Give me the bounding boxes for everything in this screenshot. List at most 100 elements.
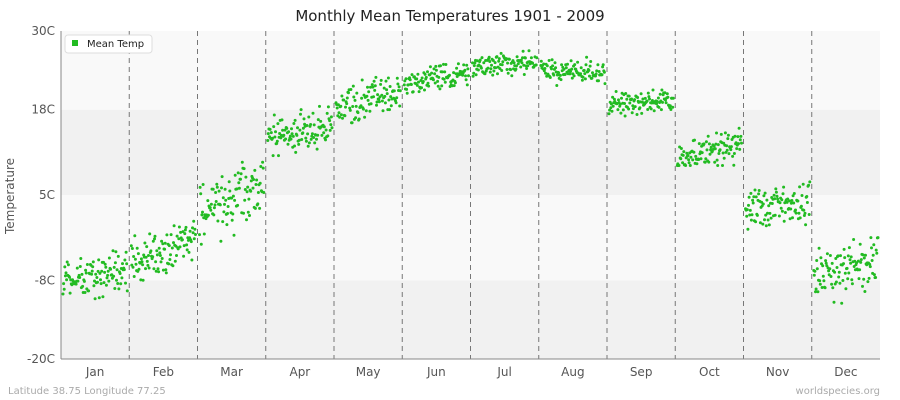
data-point — [107, 279, 111, 283]
data-point — [818, 282, 822, 286]
data-point — [381, 109, 385, 113]
data-point — [304, 139, 308, 143]
data-point — [315, 137, 318, 141]
data-point — [724, 150, 728, 154]
data-point — [767, 223, 771, 227]
data-point — [389, 95, 393, 99]
data-point — [183, 228, 187, 232]
data-point — [167, 244, 171, 248]
data-point — [752, 195, 756, 199]
data-point — [474, 73, 478, 77]
data-point — [869, 236, 873, 240]
data-point — [442, 62, 445, 66]
data-point — [712, 144, 716, 148]
data-point — [215, 182, 219, 186]
data-point — [236, 171, 240, 175]
data-point — [732, 152, 736, 155]
data-point — [437, 75, 441, 79]
data-point — [493, 61, 497, 65]
data-point — [655, 100, 659, 103]
data-point — [488, 70, 492, 74]
data-point — [461, 73, 465, 77]
data-point — [497, 59, 501, 63]
data-point — [684, 164, 688, 167]
data-point — [766, 218, 770, 222]
data-point — [259, 165, 263, 168]
data-point — [783, 211, 787, 214]
data-point — [850, 282, 854, 286]
data-point — [79, 257, 83, 260]
data-point — [491, 73, 495, 77]
data-point — [305, 124, 309, 127]
data-point — [224, 198, 228, 202]
data-point — [704, 157, 708, 161]
data-point — [588, 64, 592, 68]
data-point — [789, 201, 793, 205]
data-point — [814, 290, 817, 294]
data-point — [620, 96, 623, 100]
y-tick-label: 5C — [39, 188, 55, 202]
data-point — [182, 244, 186, 248]
data-point — [739, 134, 743, 138]
data-point — [289, 137, 293, 141]
data-point — [516, 62, 520, 66]
data-point — [476, 68, 480, 72]
data-point — [423, 88, 426, 92]
data-point — [688, 164, 692, 167]
data-point — [839, 254, 842, 258]
data-point — [621, 108, 625, 112]
data-point — [190, 258, 194, 262]
data-point — [65, 278, 69, 282]
data-point — [566, 62, 569, 66]
data-point — [226, 212, 229, 215]
data-point — [726, 137, 730, 141]
data-point — [837, 270, 841, 274]
data-point — [846, 254, 850, 258]
data-point — [719, 132, 723, 136]
data-point — [718, 148, 722, 152]
data-point — [281, 128, 285, 132]
data-point — [220, 175, 224, 179]
data-point — [778, 201, 782, 205]
data-point — [158, 251, 162, 255]
data-point — [697, 142, 701, 146]
data-point — [178, 245, 182, 249]
data-point — [628, 101, 632, 105]
data-point — [143, 241, 147, 245]
data-point — [725, 144, 729, 148]
data-point — [309, 123, 313, 126]
data-point — [600, 73, 604, 77]
data-point — [404, 77, 408, 81]
data-point — [723, 131, 727, 135]
data-point — [463, 68, 467, 72]
data-point — [324, 128, 328, 132]
data-point — [596, 63, 600, 67]
data-point — [345, 96, 349, 100]
data-point — [344, 105, 347, 109]
data-point — [842, 262, 845, 266]
data-point — [291, 134, 295, 138]
data-point — [139, 257, 143, 261]
data-point — [193, 227, 197, 231]
data-point — [161, 268, 165, 272]
data-point — [585, 55, 589, 59]
data-point — [183, 232, 187, 236]
data-point — [230, 196, 234, 200]
data-point — [646, 108, 650, 111]
data-point — [62, 282, 66, 286]
data-point — [99, 278, 102, 282]
data-point — [360, 96, 364, 100]
data-point — [495, 55, 499, 59]
data-point — [198, 185, 202, 189]
data-point — [438, 87, 442, 91]
data-point — [648, 97, 651, 101]
data-point — [268, 127, 272, 131]
data-point — [409, 83, 413, 86]
data-point — [302, 117, 306, 121]
data-point — [271, 136, 274, 140]
data-point — [348, 106, 352, 110]
data-point — [465, 83, 469, 87]
data-point — [668, 104, 672, 108]
data-point — [603, 82, 607, 86]
data-point — [515, 55, 519, 59]
